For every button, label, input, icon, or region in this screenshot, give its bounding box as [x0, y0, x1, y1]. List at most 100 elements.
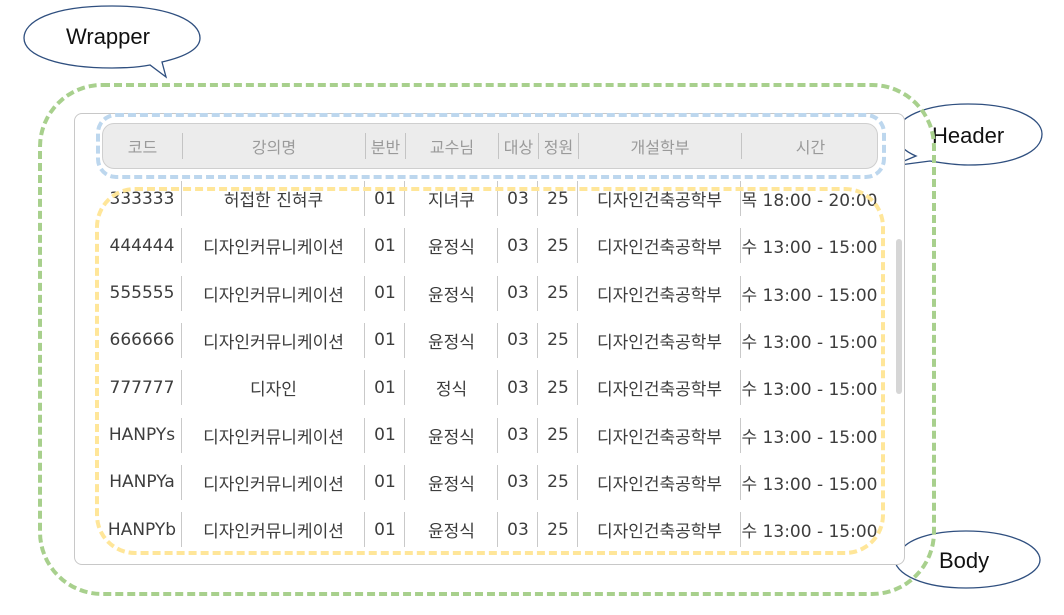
table-row[interactable]: HANPYs 디자인커뮤니케이션 01 윤정식 03 25 디자인건축공학부 수 13:00 …: [102, 412, 878, 459]
column-divider: [181, 228, 182, 264]
table-cell: 디자인커뮤니케이션: [203, 332, 344, 353]
table-cell: 디자인건축공학부: [596, 332, 723, 353]
column-divider: [364, 370, 365, 406]
column-divider: [181, 417, 182, 453]
wrapper-callout-label: Wrapper: [66, 24, 150, 49]
table-cell: 03: [507, 425, 529, 445]
column-divider: [497, 370, 498, 406]
table-cell: 01: [374, 283, 396, 304]
column-divider: [404, 322, 405, 358]
column-divider: [537, 181, 538, 216]
course-table: 코드 강의명 분반 교수님 대상 정원 개설학부 시간 333333 허접한 진혀쿠 01 지녀쿠 0…: [74, 113, 905, 565]
column-header[interactable]: 개설학부: [579, 133, 742, 159]
column-divider: [537, 275, 538, 311]
table-cell: 목 18:00 - 20:00: [741, 191, 878, 211]
column-divider: [537, 322, 538, 358]
body-callout-label: Body: [939, 548, 990, 573]
column-divider: [577, 275, 578, 311]
column-divider: [577, 370, 578, 406]
column-header[interactable]: 분반: [366, 133, 406, 159]
table-cell: 윤정식: [428, 285, 475, 306]
table-row[interactable]: HANPYa 디자인커뮤니케이션 01 윤정식 03 25 디자인건축공학부 수 13:00 …: [102, 459, 878, 506]
table-cell: 디자인건축공학부: [596, 285, 723, 306]
column-divider: [740, 370, 741, 406]
table-cell: 디자인커뮤니케이션: [203, 474, 344, 495]
column-divider: [497, 228, 498, 264]
table-cell: 윤정식: [428, 332, 475, 353]
table-cell: 25: [547, 330, 569, 351]
table-cell: 333333: [109, 188, 175, 209]
table-cell: 수 13:00 - 15:00: [741, 380, 878, 401]
table-cell: 444444: [109, 235, 175, 256]
column-divider: [537, 370, 538, 406]
table-cell: 디자인건축공학부: [596, 474, 723, 495]
table-cell: 디자인커뮤니케이션: [203, 285, 344, 306]
column-header[interactable]: 대상: [499, 133, 539, 159]
table-cell: 수 13:00 - 15:00: [741, 285, 878, 306]
table-cell: 25: [547, 283, 569, 304]
column-divider: [404, 228, 405, 264]
column-divider: [740, 322, 741, 358]
table-cell: 윤정식: [428, 522, 475, 543]
column-divider: [577, 512, 578, 548]
header-callout-label: Header: [932, 123, 1005, 148]
table-cell: HANPYb: [107, 519, 177, 540]
column-divider: [577, 228, 578, 264]
table-cell: 01: [374, 519, 396, 540]
column-header[interactable]: 시간: [795, 138, 826, 157]
column-divider: [181, 464, 182, 500]
column-divider: [537, 417, 538, 453]
table-row[interactable]: 555555 디자인커뮤니케이션 01 윤정식 03 25 디자인건축공학부 수 13:00 …: [102, 270, 878, 317]
table-cell: 03: [507, 472, 529, 493]
table-cell: 정식: [435, 380, 468, 401]
column-divider: [364, 417, 365, 453]
table-cell: 01: [374, 472, 396, 493]
table-cell: 수 13:00 - 15:00: [741, 238, 878, 259]
table-row[interactable]: 333333 허접한 진혀쿠 01 지녀쿠 03 25 디자인건축공학부 목 18:00 - …: [102, 175, 878, 222]
column-header[interactable]: 교수님: [406, 133, 499, 159]
column-divider: [404, 512, 405, 548]
column-divider: [404, 275, 405, 311]
column-divider: [364, 512, 365, 548]
table-cell: 수 13:00 - 15:00: [741, 332, 878, 353]
table-cell: 지녀쿠: [428, 191, 475, 211]
table-row[interactable]: HANPYb 디자인커뮤니케이션 01 윤정식 03 25 디자인건축공학부 수 13:00 …: [102, 506, 878, 553]
table-cell: 윤정식: [428, 427, 475, 448]
scrollbar-thumb[interactable]: [896, 239, 902, 394]
column-divider: [404, 370, 405, 406]
column-header[interactable]: 정원: [539, 133, 579, 159]
column-header[interactable]: 강의명: [183, 133, 366, 159]
column-divider: [577, 417, 578, 453]
table-cell: 25: [547, 377, 569, 398]
column-divider: [181, 322, 182, 358]
table-cell: 25: [547, 519, 569, 540]
column-divider: [740, 181, 741, 216]
table-cell: 디자인건축공학부: [596, 238, 723, 259]
table-cell: 03: [507, 235, 529, 256]
column-divider: [364, 275, 365, 311]
table-row[interactable]: 666666 디자인커뮤니케이션 01 윤정식 03 25 디자인건축공학부 수 13:00 …: [102, 317, 878, 364]
table-cell: 디자인건축공학부: [596, 191, 723, 211]
column-divider: [740, 512, 741, 548]
table-cell: 03: [507, 283, 529, 304]
table-row[interactable]: 444444 디자인커뮤니케이션 01 윤정식 03 25 디자인건축공학부 수 13:00 …: [102, 222, 878, 269]
column-divider: [577, 464, 578, 500]
column-divider: [740, 417, 741, 453]
table-cell: 03: [507, 330, 529, 351]
column-divider: [740, 464, 741, 500]
table-cell: 수 13:00 - 15:00: [741, 522, 878, 543]
table-cell: 555555: [109, 283, 175, 304]
table-cell: 디자인커뮤니케이션: [203, 238, 344, 259]
table-cell: 윤정식: [428, 474, 475, 495]
table-cell: 디자인커뮤니케이션: [203, 427, 344, 448]
column-divider: [497, 417, 498, 453]
table-cell: 03: [507, 188, 529, 209]
table-cell: 777777: [109, 377, 175, 398]
table-cell: 01: [374, 235, 396, 256]
column-header[interactable]: 코드: [103, 133, 183, 159]
column-divider: [497, 464, 498, 500]
column-divider: [577, 322, 578, 358]
table-cell: 03: [507, 377, 529, 398]
table-row[interactable]: 777777 디자인 01 정식 03 25 디자인건축공학부 수 13:00 - 15:00: [102, 364, 878, 411]
